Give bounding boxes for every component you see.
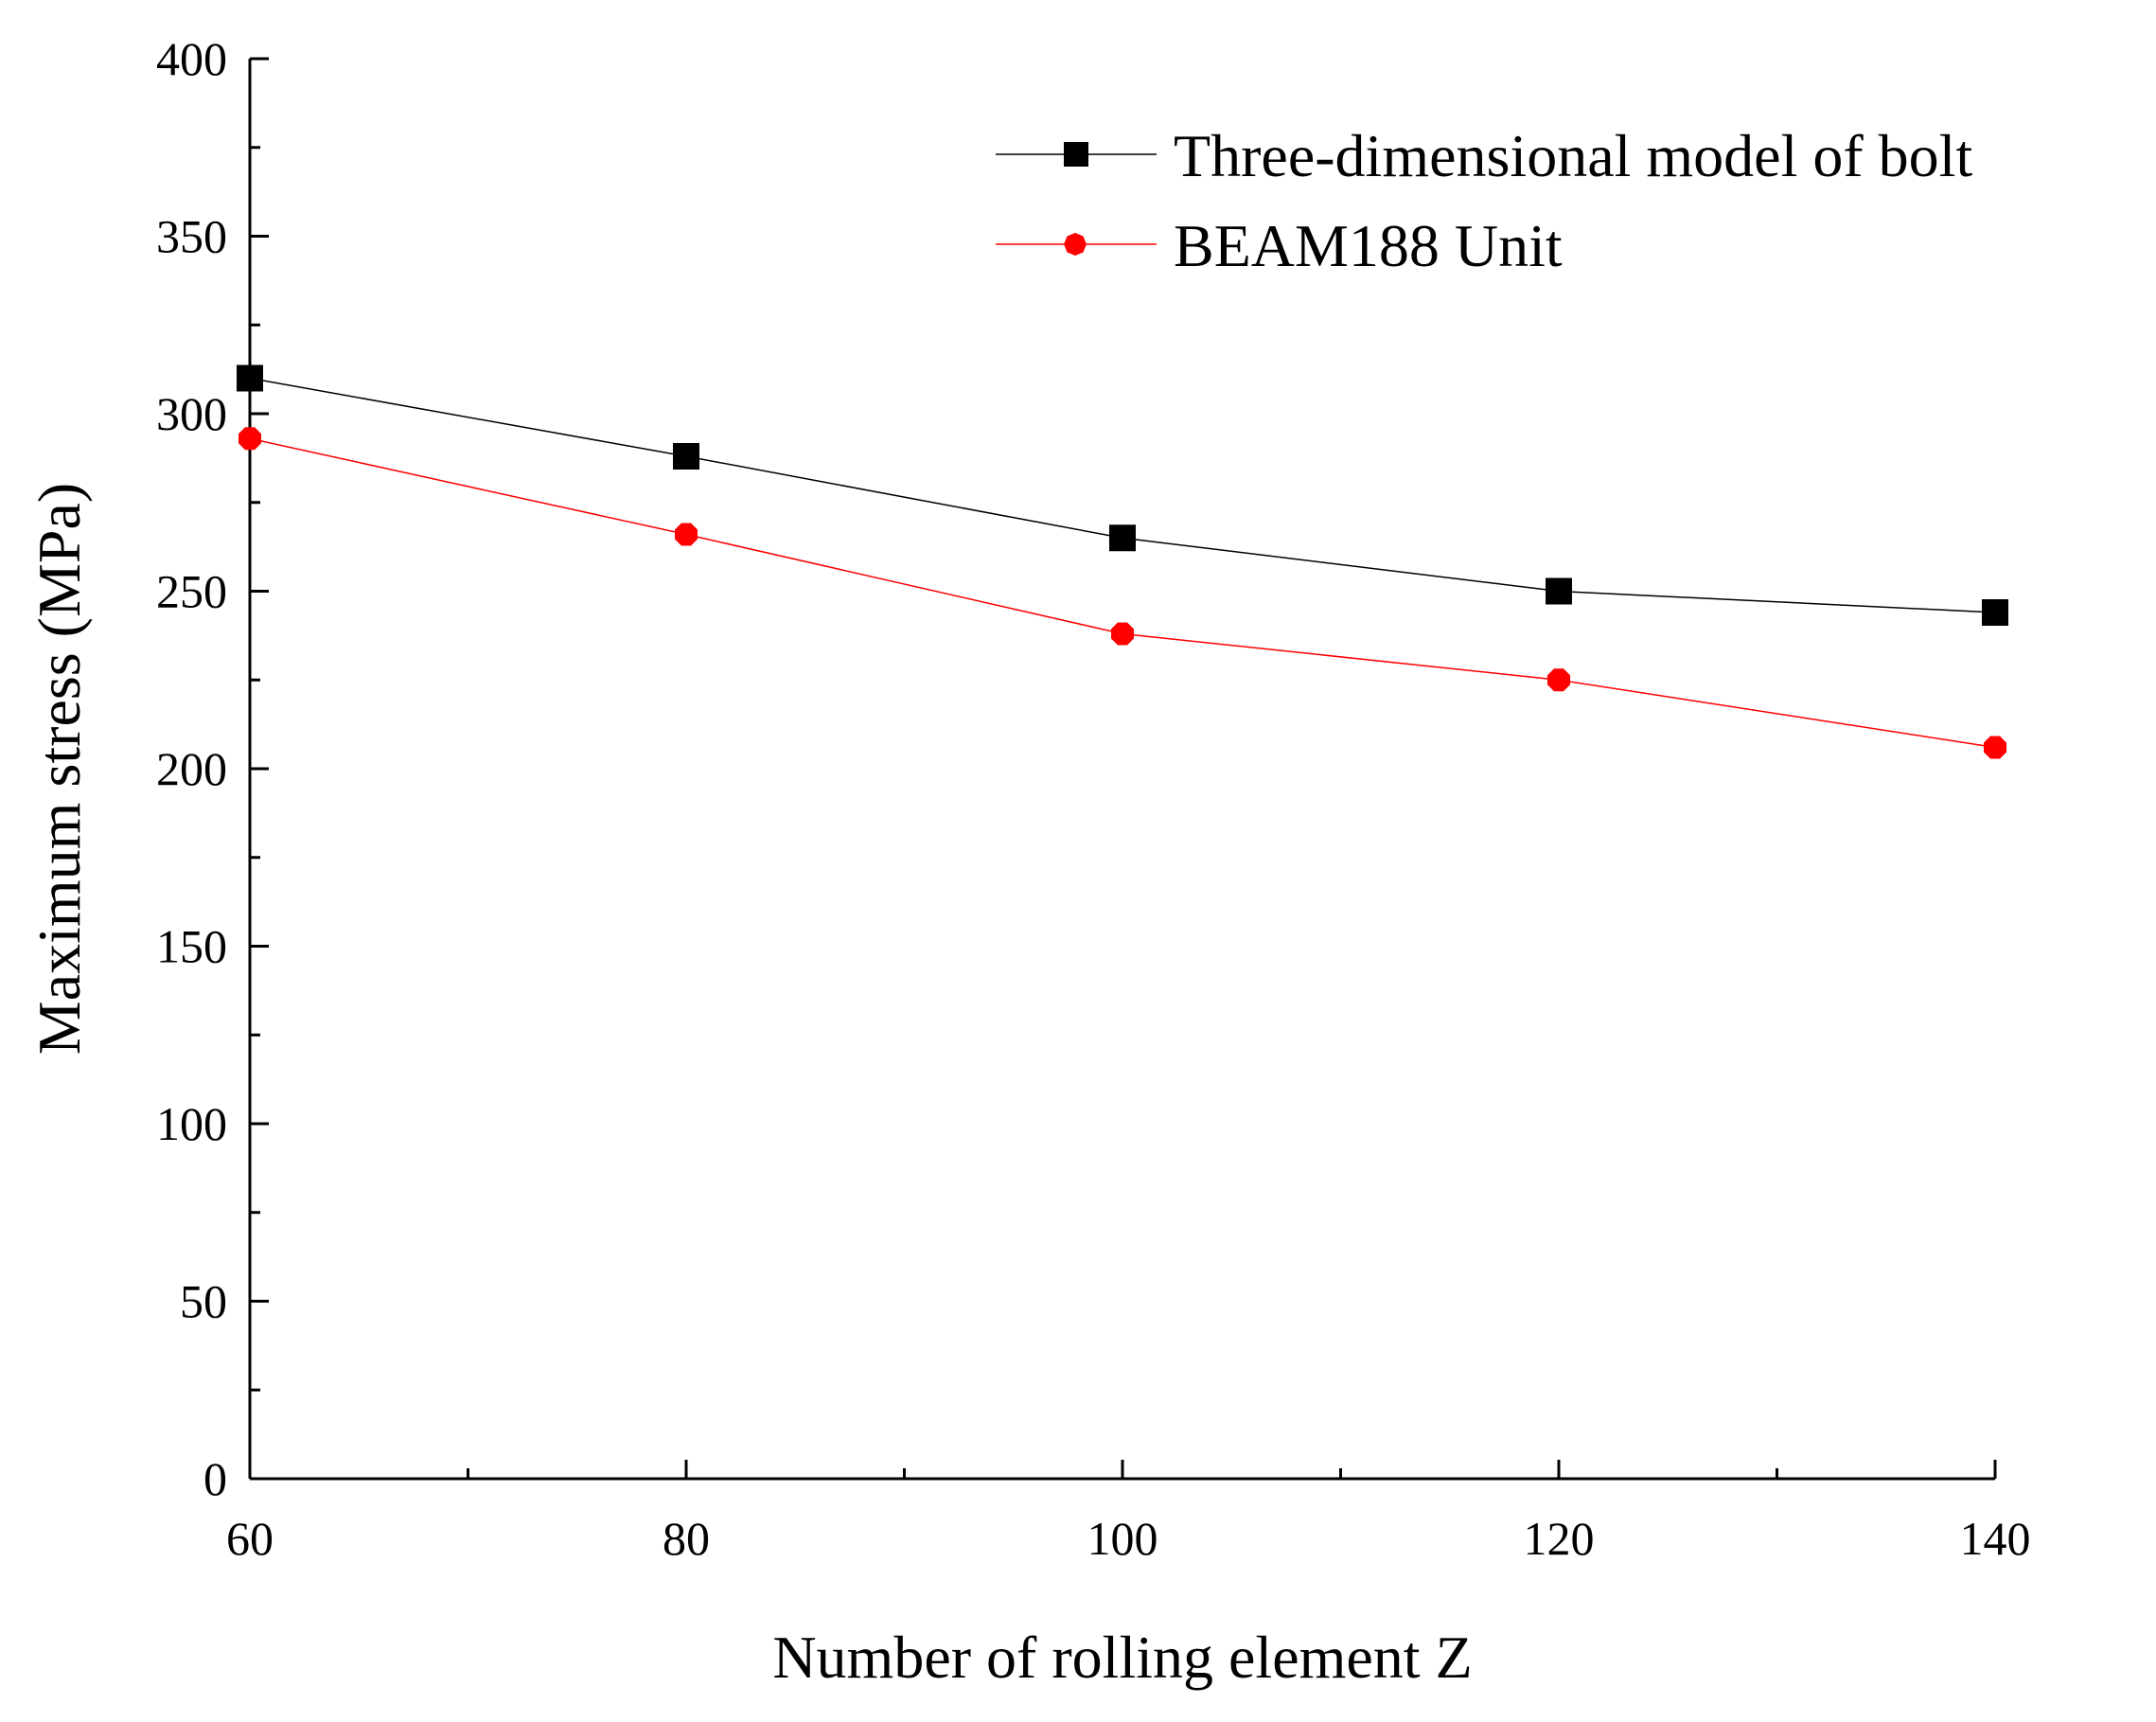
x-tick-label: 60: [226, 1512, 274, 1565]
y-tick-label: 100: [156, 1097, 227, 1150]
y-tick-label: 150: [156, 920, 227, 973]
series-1-point: [1546, 577, 1572, 605]
series-2-point: [1984, 736, 2006, 759]
legend-marker-series-1: [1064, 142, 1088, 167]
x-tick-label: 100: [1087, 1512, 1158, 1565]
x-tick-label: 120: [1524, 1512, 1595, 1565]
y-tick-label: 400: [156, 32, 227, 85]
y-tick-label: 250: [156, 565, 227, 618]
series-2-point: [1547, 668, 1570, 692]
legend-label-series-1: Three-dimensional model of bolt: [1174, 122, 1972, 189]
y-ticks: 0 50 100 150 200 250 300 350 400: [156, 32, 269, 1505]
series-line-2: [249, 437, 1996, 749]
y-tick-label: 0: [203, 1452, 227, 1505]
legend-marker-series-2: [1064, 233, 1087, 256]
series-2-point: [239, 427, 261, 451]
x-tick-label: 80: [663, 1512, 710, 1565]
y-axis-title: Maximum stress (MPa): [26, 483, 93, 1055]
y-tick-label: 350: [156, 210, 227, 263]
x-tick-label: 140: [1960, 1512, 2031, 1565]
series-2-point: [1111, 622, 1134, 646]
series-1-point: [237, 364, 263, 392]
series-1-point: [673, 443, 699, 470]
series-2-point: [675, 523, 698, 546]
x-axis-title: Number of rolling element Z: [772, 1624, 1472, 1691]
y-tick-label: 50: [180, 1275, 227, 1328]
legend: Three-dimensional model of bolt BEAM188 …: [996, 122, 1972, 279]
plot-area: 0 50 100 150 200 250 300 350 400 60 80 100 120 140: [156, 32, 2031, 1565]
y-tick-label: 200: [156, 742, 227, 795]
series-1-point: [1982, 599, 2008, 626]
series-layer: [237, 364, 2008, 759]
series-1-point: [1109, 524, 1136, 552]
x-ticks: 60 80 100 120 140: [226, 1460, 2031, 1565]
y-tick-label: 300: [156, 387, 227, 440]
legend-label-series-2: BEAM188 Unit: [1174, 212, 1563, 279]
